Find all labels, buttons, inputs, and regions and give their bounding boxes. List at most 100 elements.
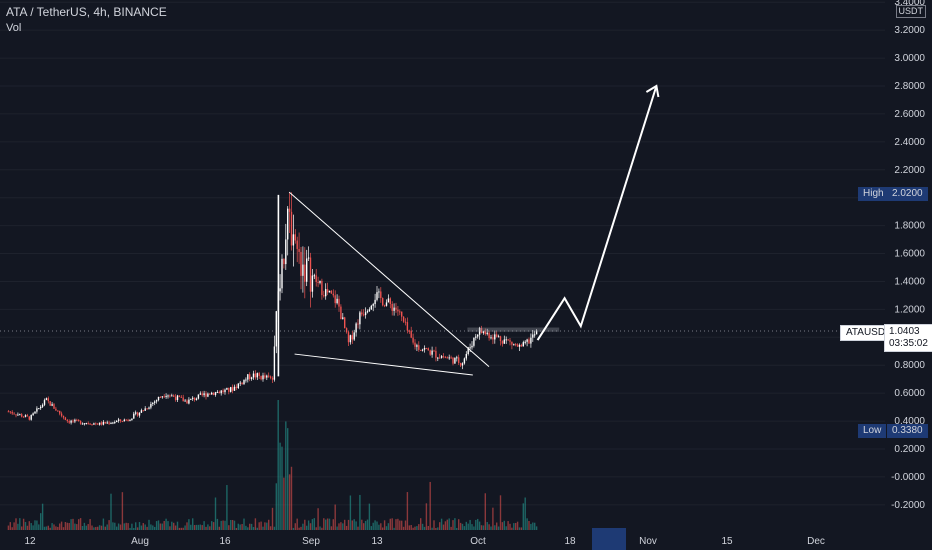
- candle-body: [146, 408, 148, 410]
- candle-body: [298, 248, 300, 252]
- volume-bar: [97, 526, 99, 530]
- volume-bar: [207, 524, 209, 530]
- volume-bar: [159, 523, 162, 530]
- candle-body: [81, 423, 84, 425]
- candle-body: [83, 423, 86, 425]
- candle-body: [501, 341, 504, 344]
- volume-bar: [454, 518, 456, 530]
- y-tick-label: 0.6000: [894, 388, 925, 399]
- volume-bar: [117, 523, 120, 530]
- volume-bar: [290, 466, 293, 530]
- candle-body: [49, 401, 51, 406]
- candle-body: [192, 397, 194, 399]
- candle-body: [448, 357, 450, 359]
- volume-bar: [21, 526, 23, 530]
- volume-bar: [353, 519, 355, 530]
- volume-bar: [509, 523, 511, 530]
- candle-body: [285, 239, 287, 265]
- volume-bar: [273, 526, 276, 530]
- volume-bar: [87, 524, 89, 530]
- volume-bar: [116, 526, 118, 530]
- volume-bar: [173, 522, 175, 530]
- candle-body: [11, 411, 13, 414]
- candle-body: [393, 307, 395, 311]
- volume-bar: [391, 518, 393, 530]
- volume-bar: [119, 524, 122, 530]
- volume-bar: [446, 519, 448, 530]
- candle-body: [382, 298, 384, 306]
- candle-body: [353, 332, 355, 340]
- volume-bar: [406, 492, 409, 530]
- candle-body: [159, 396, 162, 398]
- candle-body: [446, 357, 448, 359]
- candle-body: [395, 307, 397, 310]
- candle-body: [212, 392, 215, 395]
- volume-bar: [256, 527, 258, 530]
- candle-body: [59, 410, 61, 414]
- candle-body: [463, 358, 466, 364]
- volume-bar: [328, 518, 331, 530]
- candle-body: [304, 264, 306, 282]
- volume-bar: [467, 523, 469, 530]
- volume-bar: [233, 520, 236, 530]
- volume-bar: [34, 520, 36, 530]
- volume-bar: [361, 519, 363, 530]
- volume-bar: [174, 525, 177, 530]
- x-tick-label: Sep: [302, 536, 320, 547]
- volume-bar: [193, 525, 196, 530]
- volume-bar: [516, 521, 519, 530]
- volume-bar: [230, 520, 232, 530]
- candle-body: [36, 408, 38, 412]
- volume-bar: [81, 525, 84, 530]
- candle-body: [125, 419, 127, 421]
- candle-body: [34, 411, 36, 414]
- candle-body: [456, 357, 458, 359]
- candle-body: [119, 419, 122, 421]
- candle-body: [209, 393, 211, 395]
- volume-bar: [292, 527, 295, 530]
- projection-arrowhead: [645, 84, 660, 98]
- volume-bar: [469, 519, 471, 530]
- candle-body: [302, 264, 304, 276]
- volume-bar: [30, 523, 32, 530]
- candle-body: [266, 375, 268, 378]
- volume-bar: [345, 525, 348, 530]
- candle-body: [174, 396, 177, 401]
- y-tick-label: -0.2000: [891, 500, 925, 511]
- candle-body: [93, 423, 95, 425]
- volume-bar: [38, 524, 40, 530]
- y-tick-label: 1.8000: [894, 221, 925, 232]
- candle-body: [123, 419, 125, 422]
- candle-body: [404, 321, 407, 323]
- candle-body: [163, 396, 165, 398]
- candle-body: [28, 416, 30, 420]
- volume-bar: [78, 519, 80, 530]
- candle-body: [425, 348, 428, 350]
- volume-bar: [444, 521, 447, 530]
- projection-path: [536, 85, 658, 341]
- candle-body: [72, 420, 74, 422]
- candle-body: [199, 393, 201, 395]
- candle-body: [496, 334, 498, 337]
- volume-bar: [368, 503, 371, 530]
- candle-body: [440, 356, 443, 358]
- candle-body: [486, 332, 488, 334]
- candle-body: [140, 410, 143, 413]
- candle-body: [216, 391, 219, 393]
- candle-body: [497, 336, 500, 338]
- candle-body: [142, 410, 144, 412]
- candle-body: [167, 395, 169, 397]
- candle-body: [383, 305, 386, 307]
- volume-bar: [393, 527, 395, 530]
- candle-body: [321, 280, 323, 296]
- volume-bar: [363, 523, 365, 530]
- volume-bar: [452, 520, 454, 530]
- candle-body: [376, 292, 378, 300]
- volume-bar: [309, 523, 312, 530]
- candle-body: [239, 382, 241, 384]
- volume-bar: [171, 521, 173, 530]
- volume-bar: [192, 518, 194, 530]
- candle-body: [136, 412, 139, 416]
- candle-body: [195, 398, 198, 400]
